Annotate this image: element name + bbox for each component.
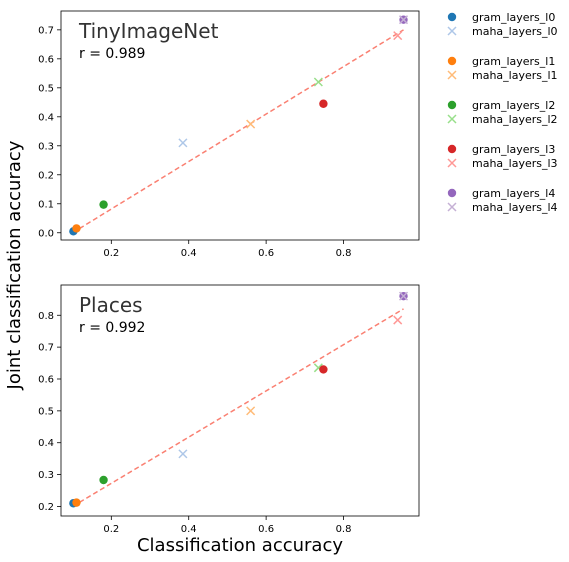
point-maha_layers_l0: [178, 138, 188, 148]
x-tick-label: 0.2: [103, 248, 119, 259]
correlation-annotation: r = 0.992: [79, 320, 145, 336]
point-maha_layers_l1: [246, 119, 256, 129]
x-tick-label: 0.6: [258, 524, 274, 535]
legend-label: maha_layers_l3: [472, 157, 558, 170]
y-tick-label: 0.0: [38, 228, 54, 239]
point-maha_layers_l3: [393, 31, 403, 41]
y-tick-label: 0.2: [38, 502, 54, 513]
point-maha_layers_l2: [313, 77, 323, 87]
x-tick-label: 0.8: [336, 524, 352, 535]
y-tick-label: 0.3: [38, 470, 54, 481]
axes-frame: [60, 10, 420, 241]
point-maha_layers_l4: [398, 291, 409, 301]
y-tick-label: 0.6: [38, 54, 54, 65]
panel-title: Places: [79, 293, 143, 317]
y-tick-label: 0.3: [38, 141, 54, 152]
legend-label: maha_layers_l4: [472, 201, 558, 214]
point-gram_layers_l3: [319, 99, 328, 108]
legend-marker: [447, 26, 457, 36]
regression-line: [72, 29, 404, 234]
correlation-annotation: r = 0.989: [79, 46, 145, 62]
panel-1: 0.2 0.4 0.6 0.8 0.0 0.1 0.2 0.3 0.4 0.5 0.6 0.7 Tiny…: [38, 10, 420, 259]
point-maha_layers_l4: [398, 15, 409, 25]
point-gram_layers_l2: [99, 200, 108, 209]
y-tick-label: 0.8: [38, 311, 54, 322]
x-tick-label: 0.6: [258, 248, 274, 259]
x-axis-label: Classification accuracy: [137, 535, 343, 556]
y-tick-label: 0.6: [38, 374, 54, 385]
legend-label: gram_layers_l4: [472, 187, 555, 200]
legend-label: maha_layers_l2: [472, 113, 558, 126]
point-maha_layers_l3: [393, 315, 403, 325]
legend-label: maha_layers_l0: [472, 25, 558, 38]
point-gram_layers_l2: [99, 475, 108, 485]
panel-title: TinyImageNet: [78, 19, 219, 43]
point-maha_layers_l0: [178, 449, 188, 459]
x-tick-label: 0.4: [181, 248, 197, 259]
legend-marker: [447, 100, 457, 110]
y-tick-label: 0.7: [38, 343, 54, 354]
point-maha_layers_l1: [246, 406, 256, 416]
legend-label: gram_layers_l2: [472, 99, 555, 112]
point-gram_layers_l3: [319, 365, 328, 374]
legend-marker: [447, 158, 457, 168]
x-tick-label: 0.2: [103, 524, 119, 535]
x-tick-label: 0.8: [336, 248, 352, 259]
legend-marker: [447, 70, 457, 80]
legend-marker: [447, 144, 457, 154]
legend-label: gram_layers_l3: [472, 143, 555, 156]
legend-label: gram_layers_l0: [472, 11, 555, 24]
y-tick-label: 0.5: [38, 406, 54, 417]
legend-label: gram_layers_l1: [472, 55, 555, 68]
point-gram_layers_l1: [72, 224, 81, 233]
y-tick-label: 0.7: [38, 25, 54, 36]
y-axis-label: Joint classification accuracy: [4, 140, 25, 390]
regression-line: [72, 308, 404, 508]
y-tick-label: 0.4: [38, 438, 54, 449]
legend-marker: [447, 114, 457, 124]
x-tick-label: 0.4: [181, 524, 197, 535]
legend-marker: [447, 12, 457, 22]
axes-frame: [60, 284, 420, 517]
y-tick-label: 0.1: [38, 199, 54, 210]
legend-label: maha_layers_l1: [472, 69, 558, 82]
panels: 0.2 0.4 0.6 0.8 0.0 0.1 0.2 0.3 0.4 0.5 0.6 0.7 Tiny…: [38, 10, 420, 535]
panel-2: 0.2 0.4 0.6 0.8 0.2 0.3 0.4 0.5 0.6 0.7 0.8 Places r…: [38, 284, 420, 535]
point-gram_layers_l1: [72, 498, 81, 507]
legend-marker: [447, 202, 457, 212]
y-tick-label: 0.4: [38, 112, 54, 123]
legend-marker: [447, 188, 457, 198]
y-tick-label: 0.5: [38, 83, 54, 94]
legend-marker: [447, 56, 457, 66]
y-tick-label: 0.2: [38, 170, 54, 181]
